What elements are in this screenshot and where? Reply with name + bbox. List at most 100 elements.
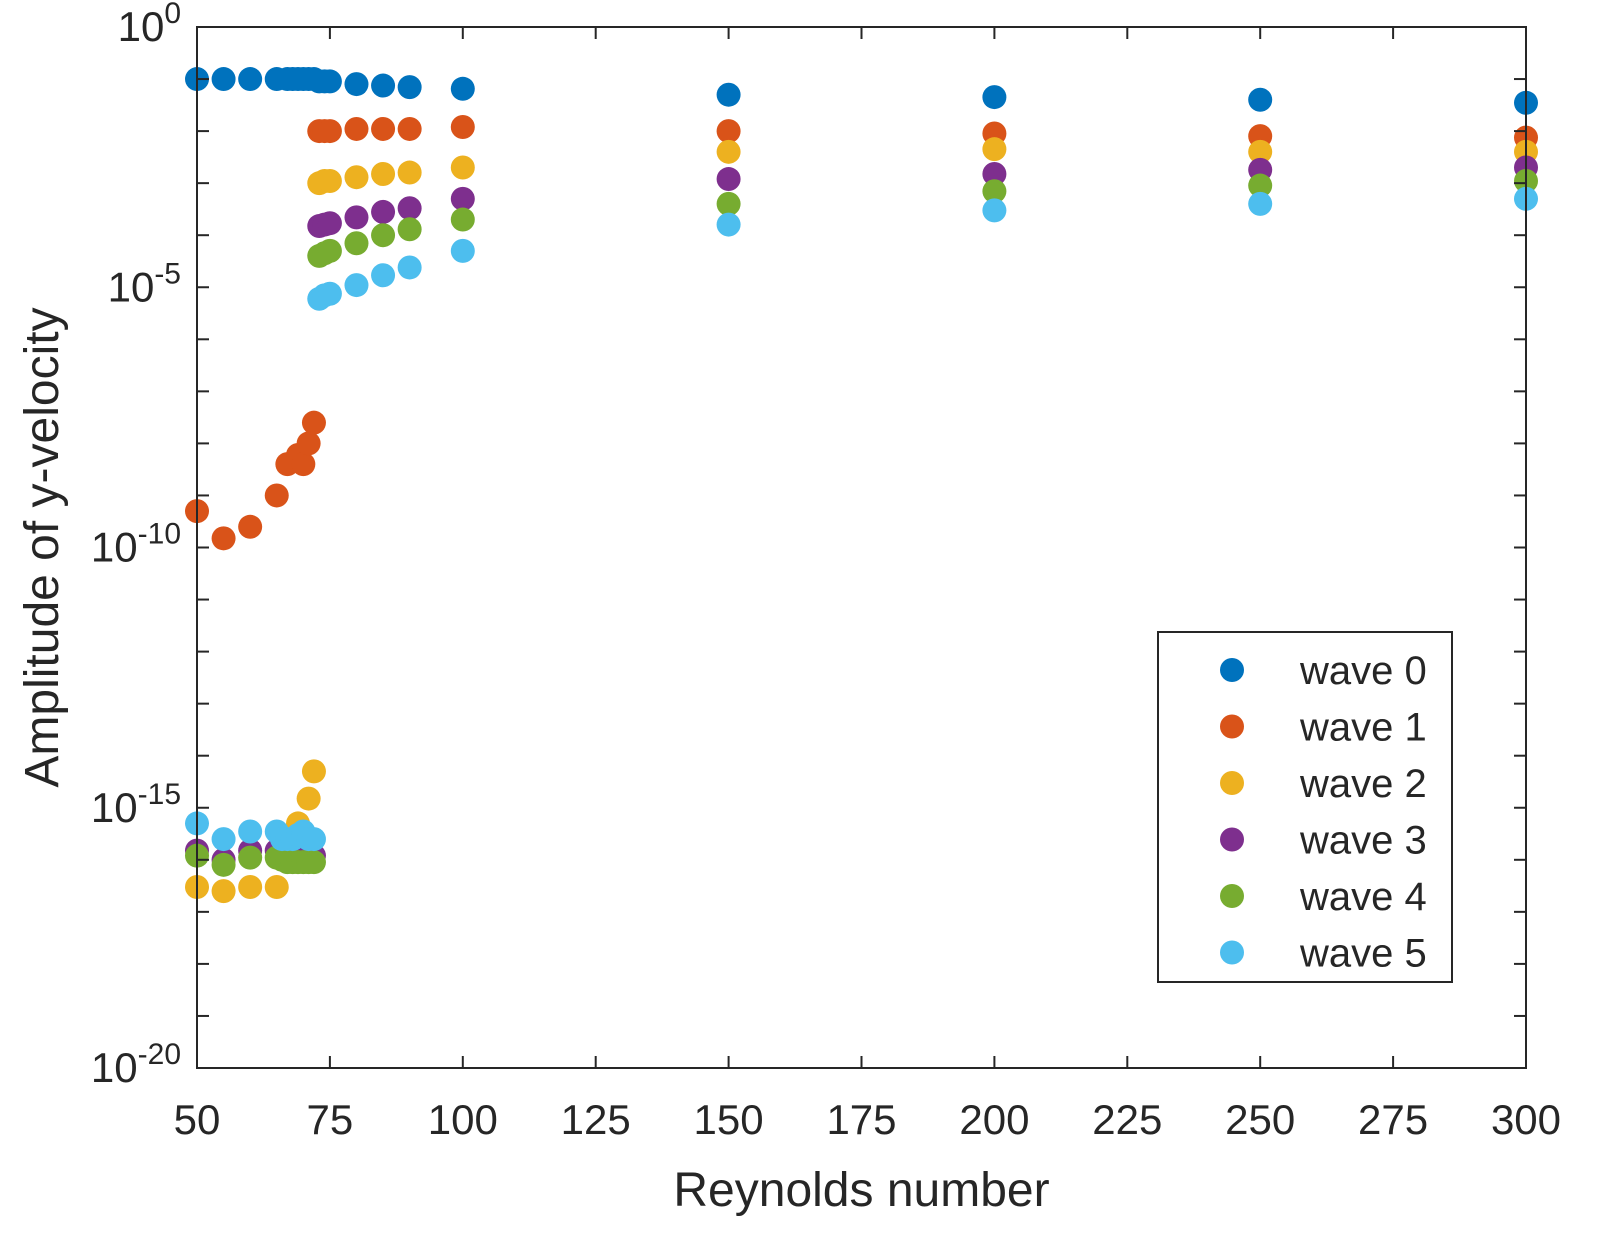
point-wave-1 xyxy=(450,114,475,139)
point-wave-5 xyxy=(211,827,236,852)
point-wave-4 xyxy=(982,179,1007,204)
point-wave-1 xyxy=(371,116,396,141)
x-axis-title: Reynolds number xyxy=(673,1164,1049,1217)
y-tick-label: 10-15 xyxy=(91,778,181,831)
y-axis: 100 10-5 10-10 10-15 10-20 xyxy=(91,0,1526,1091)
point-wave-5 xyxy=(716,212,741,237)
point-wave-0 xyxy=(982,85,1007,110)
point-wave-0 xyxy=(317,69,342,94)
x-tick-label: 275 xyxy=(1358,1096,1428,1143)
point-wave-1 xyxy=(238,514,263,539)
legend-marker xyxy=(1220,771,1244,795)
point-wave-0 xyxy=(371,73,396,98)
point-wave-4 xyxy=(344,231,369,256)
point-wave-0 xyxy=(1248,87,1273,112)
point-wave-5 xyxy=(238,819,263,844)
x-tick-label: 300 xyxy=(1491,1096,1561,1143)
point-wave-3 xyxy=(397,196,422,221)
legend-label: wave 5 xyxy=(1299,932,1427,976)
point-wave-2 xyxy=(344,165,369,190)
point-wave-1 xyxy=(296,431,321,456)
point-wave-1 xyxy=(716,119,741,144)
legend-marker xyxy=(1220,827,1244,852)
point-wave-5 xyxy=(317,281,342,306)
y-tick-label: 10-10 xyxy=(91,518,181,571)
point-wave-1 xyxy=(344,116,369,141)
legend-label: wave 4 xyxy=(1299,875,1427,919)
point-wave-5 xyxy=(344,273,369,298)
x-tick-label: 75 xyxy=(307,1096,354,1143)
point-wave-3 xyxy=(450,186,475,211)
legend-marker xyxy=(1220,658,1244,682)
legend-box xyxy=(1157,631,1453,983)
point-wave-0 xyxy=(450,76,475,101)
x-tick-label: 50 xyxy=(174,1096,221,1143)
point-wave-5 xyxy=(397,255,422,280)
point-wave-4 xyxy=(317,238,342,263)
legend-label: wave 0 xyxy=(1299,649,1427,693)
legend-label: wave 1 xyxy=(1299,706,1427,750)
point-wave-0 xyxy=(211,67,236,92)
point-wave-2 xyxy=(450,155,475,180)
point-wave-3 xyxy=(371,199,396,224)
point-wave-1 xyxy=(397,116,422,141)
point-wave-2 xyxy=(982,137,1007,162)
x-tick-label: 150 xyxy=(694,1096,764,1143)
legend-label: wave 3 xyxy=(1299,819,1427,863)
point-wave-4 xyxy=(450,207,475,232)
point-wave-3 xyxy=(317,211,342,236)
point-wave-1 xyxy=(291,452,316,477)
x-tick-label: 100 xyxy=(428,1096,498,1143)
y-tick-label: 10-5 xyxy=(108,257,181,310)
point-wave-4 xyxy=(211,852,236,877)
data-points-layer xyxy=(185,67,1538,904)
point-wave-1 xyxy=(264,483,289,508)
point-wave-2 xyxy=(716,139,741,164)
point-wave-5 xyxy=(450,238,475,263)
point-wave-2 xyxy=(1248,139,1273,164)
y-tick-label: 100 xyxy=(118,0,181,50)
point-wave-0 xyxy=(238,67,263,92)
x-tick-label: 175 xyxy=(826,1096,896,1143)
y-axis-title: Amplitude of y-velocity xyxy=(16,307,69,787)
legend-label: wave 2 xyxy=(1299,762,1427,806)
x-axis: 50 75 100 125 150 175 200 225 250 275 300 xyxy=(174,27,1561,1143)
point-wave-2 xyxy=(317,168,342,193)
point-wave-3 xyxy=(982,161,1007,186)
point-wave-4 xyxy=(301,850,326,875)
point-wave-2 xyxy=(264,875,289,900)
x-tick-label: 125 xyxy=(561,1096,631,1143)
point-wave-2 xyxy=(296,786,321,811)
point-wave-5 xyxy=(982,198,1007,223)
point-wave-2 xyxy=(397,160,422,185)
point-wave-1 xyxy=(301,410,326,435)
point-wave-5 xyxy=(301,827,326,852)
x-tick-label: 225 xyxy=(1092,1096,1162,1143)
point-wave-5 xyxy=(1248,191,1273,216)
point-wave-4 xyxy=(397,217,422,242)
x-tick-label: 200 xyxy=(959,1096,1029,1143)
point-wave-2 xyxy=(301,759,326,784)
point-wave-2 xyxy=(238,875,263,900)
legend-marker xyxy=(1220,884,1244,908)
point-wave-5 xyxy=(371,263,396,288)
x-tick-label: 250 xyxy=(1225,1096,1295,1143)
y-tick-label: 10-20 xyxy=(91,1038,181,1091)
point-wave-0 xyxy=(397,75,422,100)
point-wave-4 xyxy=(238,845,263,870)
point-wave-4 xyxy=(1248,173,1273,198)
point-wave-3 xyxy=(716,167,741,192)
legend-marker xyxy=(1220,940,1244,965)
point-wave-2 xyxy=(371,161,396,186)
point-wave-4 xyxy=(716,191,741,216)
point-wave-0 xyxy=(344,72,369,97)
point-wave-1 xyxy=(317,119,342,144)
point-wave-3 xyxy=(344,205,369,230)
legend-marker xyxy=(1220,714,1244,739)
point-wave-1 xyxy=(211,526,236,551)
point-wave-0 xyxy=(716,82,741,107)
point-wave-2 xyxy=(211,879,236,904)
point-wave-4 xyxy=(371,223,396,248)
legend: wave 0 wave 1 wave 2 wave 3 wave 4 wave 5 xyxy=(1157,631,1453,983)
